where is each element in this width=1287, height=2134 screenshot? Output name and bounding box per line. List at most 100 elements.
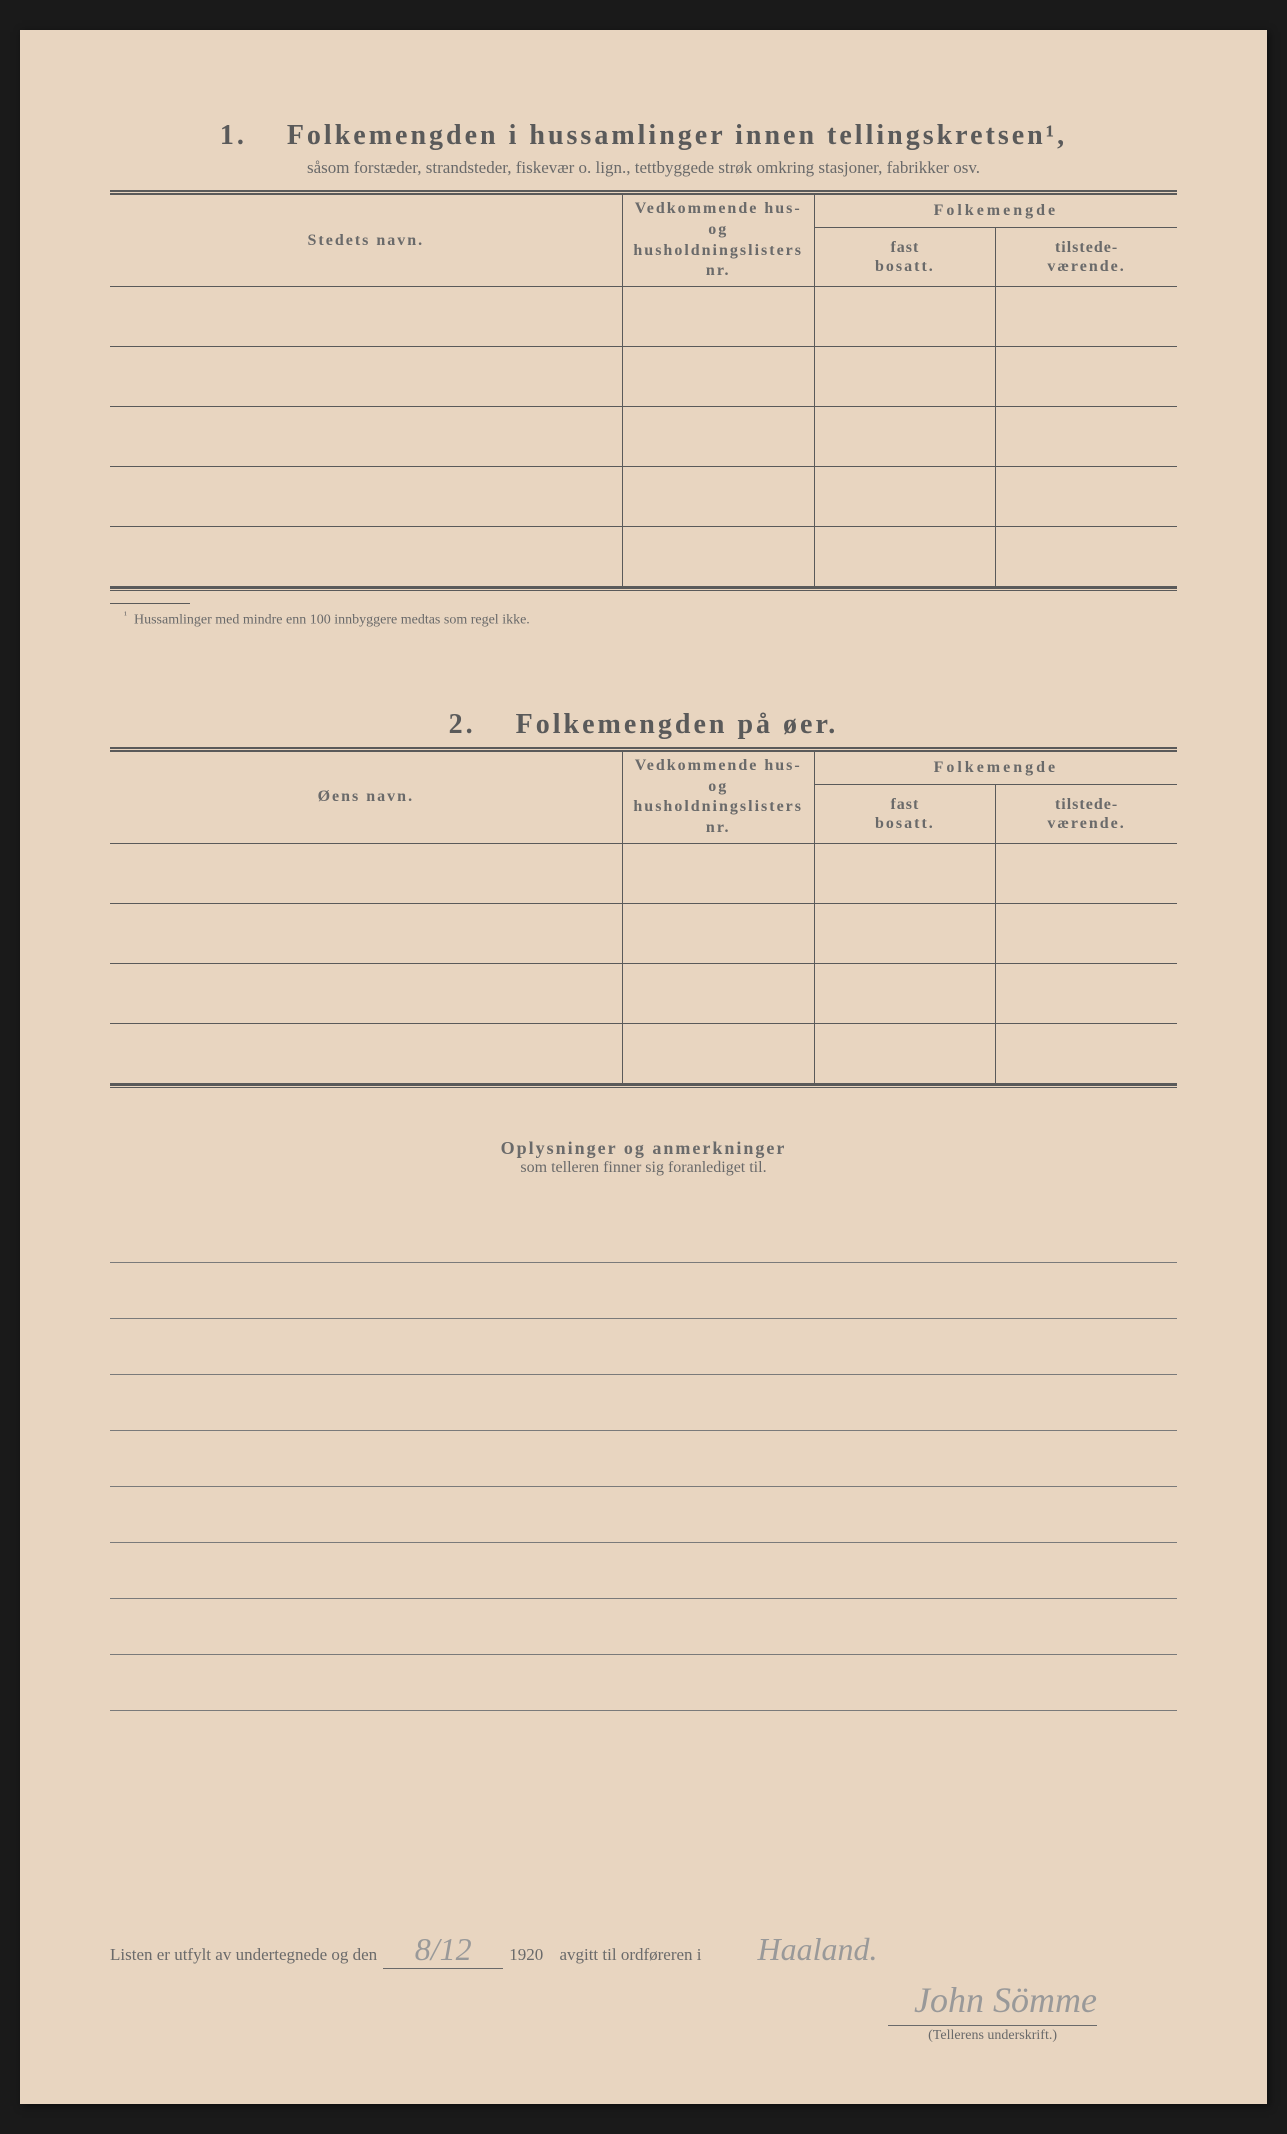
section1-subtitle: såsom forstæder, strandsteder, fiskevær … bbox=[110, 158, 1177, 178]
cell-tilstede bbox=[996, 467, 1177, 527]
col-lists: Vedkommende hus- og husholdningslisters … bbox=[622, 195, 814, 287]
sig-text-before: Listen er utfylt av undertegnede og den bbox=[110, 1945, 377, 1965]
ruled-line bbox=[110, 1487, 1177, 1543]
cell-lists bbox=[622, 347, 814, 407]
census-form-page: 1. Folkemengden i hussamlinger innen tel… bbox=[20, 30, 1267, 2104]
tilstede-l2: værende. bbox=[1047, 258, 1125, 275]
cell-tilstede bbox=[996, 904, 1177, 964]
lists-l2: husholdningslisters bbox=[633, 242, 803, 259]
tilstede2-l1: tilstede- bbox=[1055, 796, 1118, 813]
col-tilstede-2: tilstede- værende. bbox=[996, 785, 1177, 844]
fast-l2: bosatt. bbox=[875, 258, 935, 275]
tilstede2-l2: værende. bbox=[1047, 815, 1125, 832]
cell-lists bbox=[622, 1024, 814, 1084]
col-lists-2: Vedkommende hus- og husholdningslisters … bbox=[622, 751, 814, 843]
cell-lists bbox=[622, 287, 814, 347]
cell-tilstede bbox=[996, 1024, 1177, 1084]
cell-name bbox=[110, 347, 622, 407]
cell-lists bbox=[622, 844, 814, 904]
table-row bbox=[110, 904, 1177, 964]
ruled-line bbox=[110, 1655, 1177, 1711]
cell-name bbox=[110, 467, 622, 527]
sig-year: 1920 bbox=[509, 1945, 543, 1965]
table-row bbox=[110, 1024, 1177, 1084]
table-row bbox=[110, 347, 1177, 407]
cell-name bbox=[110, 844, 622, 904]
table-row bbox=[110, 964, 1177, 1024]
col-folkemengde: Folkemengde bbox=[814, 195, 1177, 228]
cell-lists bbox=[622, 904, 814, 964]
fast2-l1: fast bbox=[890, 796, 919, 813]
remarks-title: Oplysninger og anmerkninger bbox=[110, 1138, 1177, 1159]
table-row bbox=[110, 467, 1177, 527]
signature-name-block: John Sömme (Tellerens underskrift.) bbox=[110, 1979, 1177, 2044]
section2-number: 2. bbox=[449, 709, 476, 740]
cell-fast bbox=[814, 964, 995, 1024]
table-row bbox=[110, 844, 1177, 904]
lists-l1: Vedkommende hus- og bbox=[635, 200, 802, 238]
sig-text-after: avgitt til ordføreren i bbox=[559, 1945, 701, 1965]
remarks-subtitle: som telleren finner sig foranlediget til… bbox=[110, 1159, 1177, 1177]
ruled-line bbox=[110, 1263, 1177, 1319]
ruled-line bbox=[110, 1431, 1177, 1487]
table-row bbox=[110, 407, 1177, 467]
table-row bbox=[110, 287, 1177, 347]
cell-tilstede bbox=[996, 347, 1177, 407]
cell-name bbox=[110, 904, 622, 964]
remarks-lines bbox=[110, 1207, 1177, 1711]
col-stedets-navn: Stedets navn. bbox=[110, 195, 622, 287]
ruled-line bbox=[110, 1319, 1177, 1375]
section2-table: Øens navn. Vedkommende hus- og husholdni… bbox=[110, 751, 1177, 1084]
section2-tbody bbox=[110, 844, 1177, 1084]
cell-fast bbox=[814, 904, 995, 964]
footnote-rule bbox=[110, 603, 190, 604]
cell-lists bbox=[622, 964, 814, 1024]
lists2-l2: husholdningslisters bbox=[633, 798, 803, 815]
col-tilstede: tilstede- værende. bbox=[996, 228, 1177, 287]
sig-date: 8/12 bbox=[383, 1931, 503, 1969]
section1-footnote: ¹ Hussamlinger med mindre enn 100 innbyg… bbox=[110, 610, 1177, 629]
cell-name bbox=[110, 407, 622, 467]
cell-name bbox=[110, 287, 622, 347]
cell-tilstede bbox=[996, 407, 1177, 467]
section1-table: Stedets navn. Vedkommende hus- og hushol… bbox=[110, 194, 1177, 587]
cell-fast bbox=[814, 347, 995, 407]
cell-tilstede bbox=[996, 964, 1177, 1024]
cell-tilstede bbox=[996, 844, 1177, 904]
tilstede-l1: tilstede- bbox=[1055, 239, 1118, 256]
col-fast-2: fast bosatt. bbox=[814, 785, 995, 844]
cell-lists bbox=[622, 527, 814, 587]
cell-tilstede bbox=[996, 527, 1177, 587]
table-row bbox=[110, 527, 1177, 587]
cell-lists bbox=[622, 467, 814, 527]
footnote-marker: ¹ bbox=[124, 610, 127, 621]
cell-fast bbox=[814, 527, 995, 587]
ruled-line bbox=[110, 1375, 1177, 1431]
cell-fast bbox=[814, 1024, 995, 1084]
cell-fast bbox=[814, 844, 995, 904]
fast-l1: fast bbox=[890, 239, 919, 256]
section1-rule-bottom bbox=[110, 587, 1177, 591]
cell-name bbox=[110, 527, 622, 587]
ruled-line bbox=[110, 1599, 1177, 1655]
cell-fast bbox=[814, 407, 995, 467]
signature-name: John Sömme bbox=[110, 1979, 1097, 2021]
lists-l3: nr. bbox=[706, 262, 731, 279]
section2-rule-bottom bbox=[110, 1084, 1177, 1088]
section2-title-text: Folkemengden på øer. bbox=[516, 709, 839, 740]
signature-label: (Tellerens underskrift.) bbox=[888, 2025, 1097, 2044]
col-folkemengde-2: Folkemengde bbox=[814, 751, 1177, 784]
cell-fast bbox=[814, 467, 995, 527]
lists2-l3: nr. bbox=[706, 819, 731, 836]
cell-name bbox=[110, 1024, 622, 1084]
cell-name bbox=[110, 964, 622, 1024]
footnote-text: Hussamlinger med mindre enn 100 innbygge… bbox=[134, 613, 530, 628]
fast2-l2: bosatt. bbox=[875, 815, 935, 832]
ruled-line bbox=[110, 1543, 1177, 1599]
col-fast: fast bosatt. bbox=[814, 228, 995, 287]
lists2-l1: Vedkommende hus- og bbox=[635, 757, 802, 795]
section1-title: 1. Folkemengden i hussamlinger innen tel… bbox=[110, 120, 1177, 152]
ruled-line bbox=[110, 1207, 1177, 1263]
sig-place: Haaland. bbox=[708, 1931, 928, 1968]
section1-number: 1. bbox=[220, 120, 247, 151]
